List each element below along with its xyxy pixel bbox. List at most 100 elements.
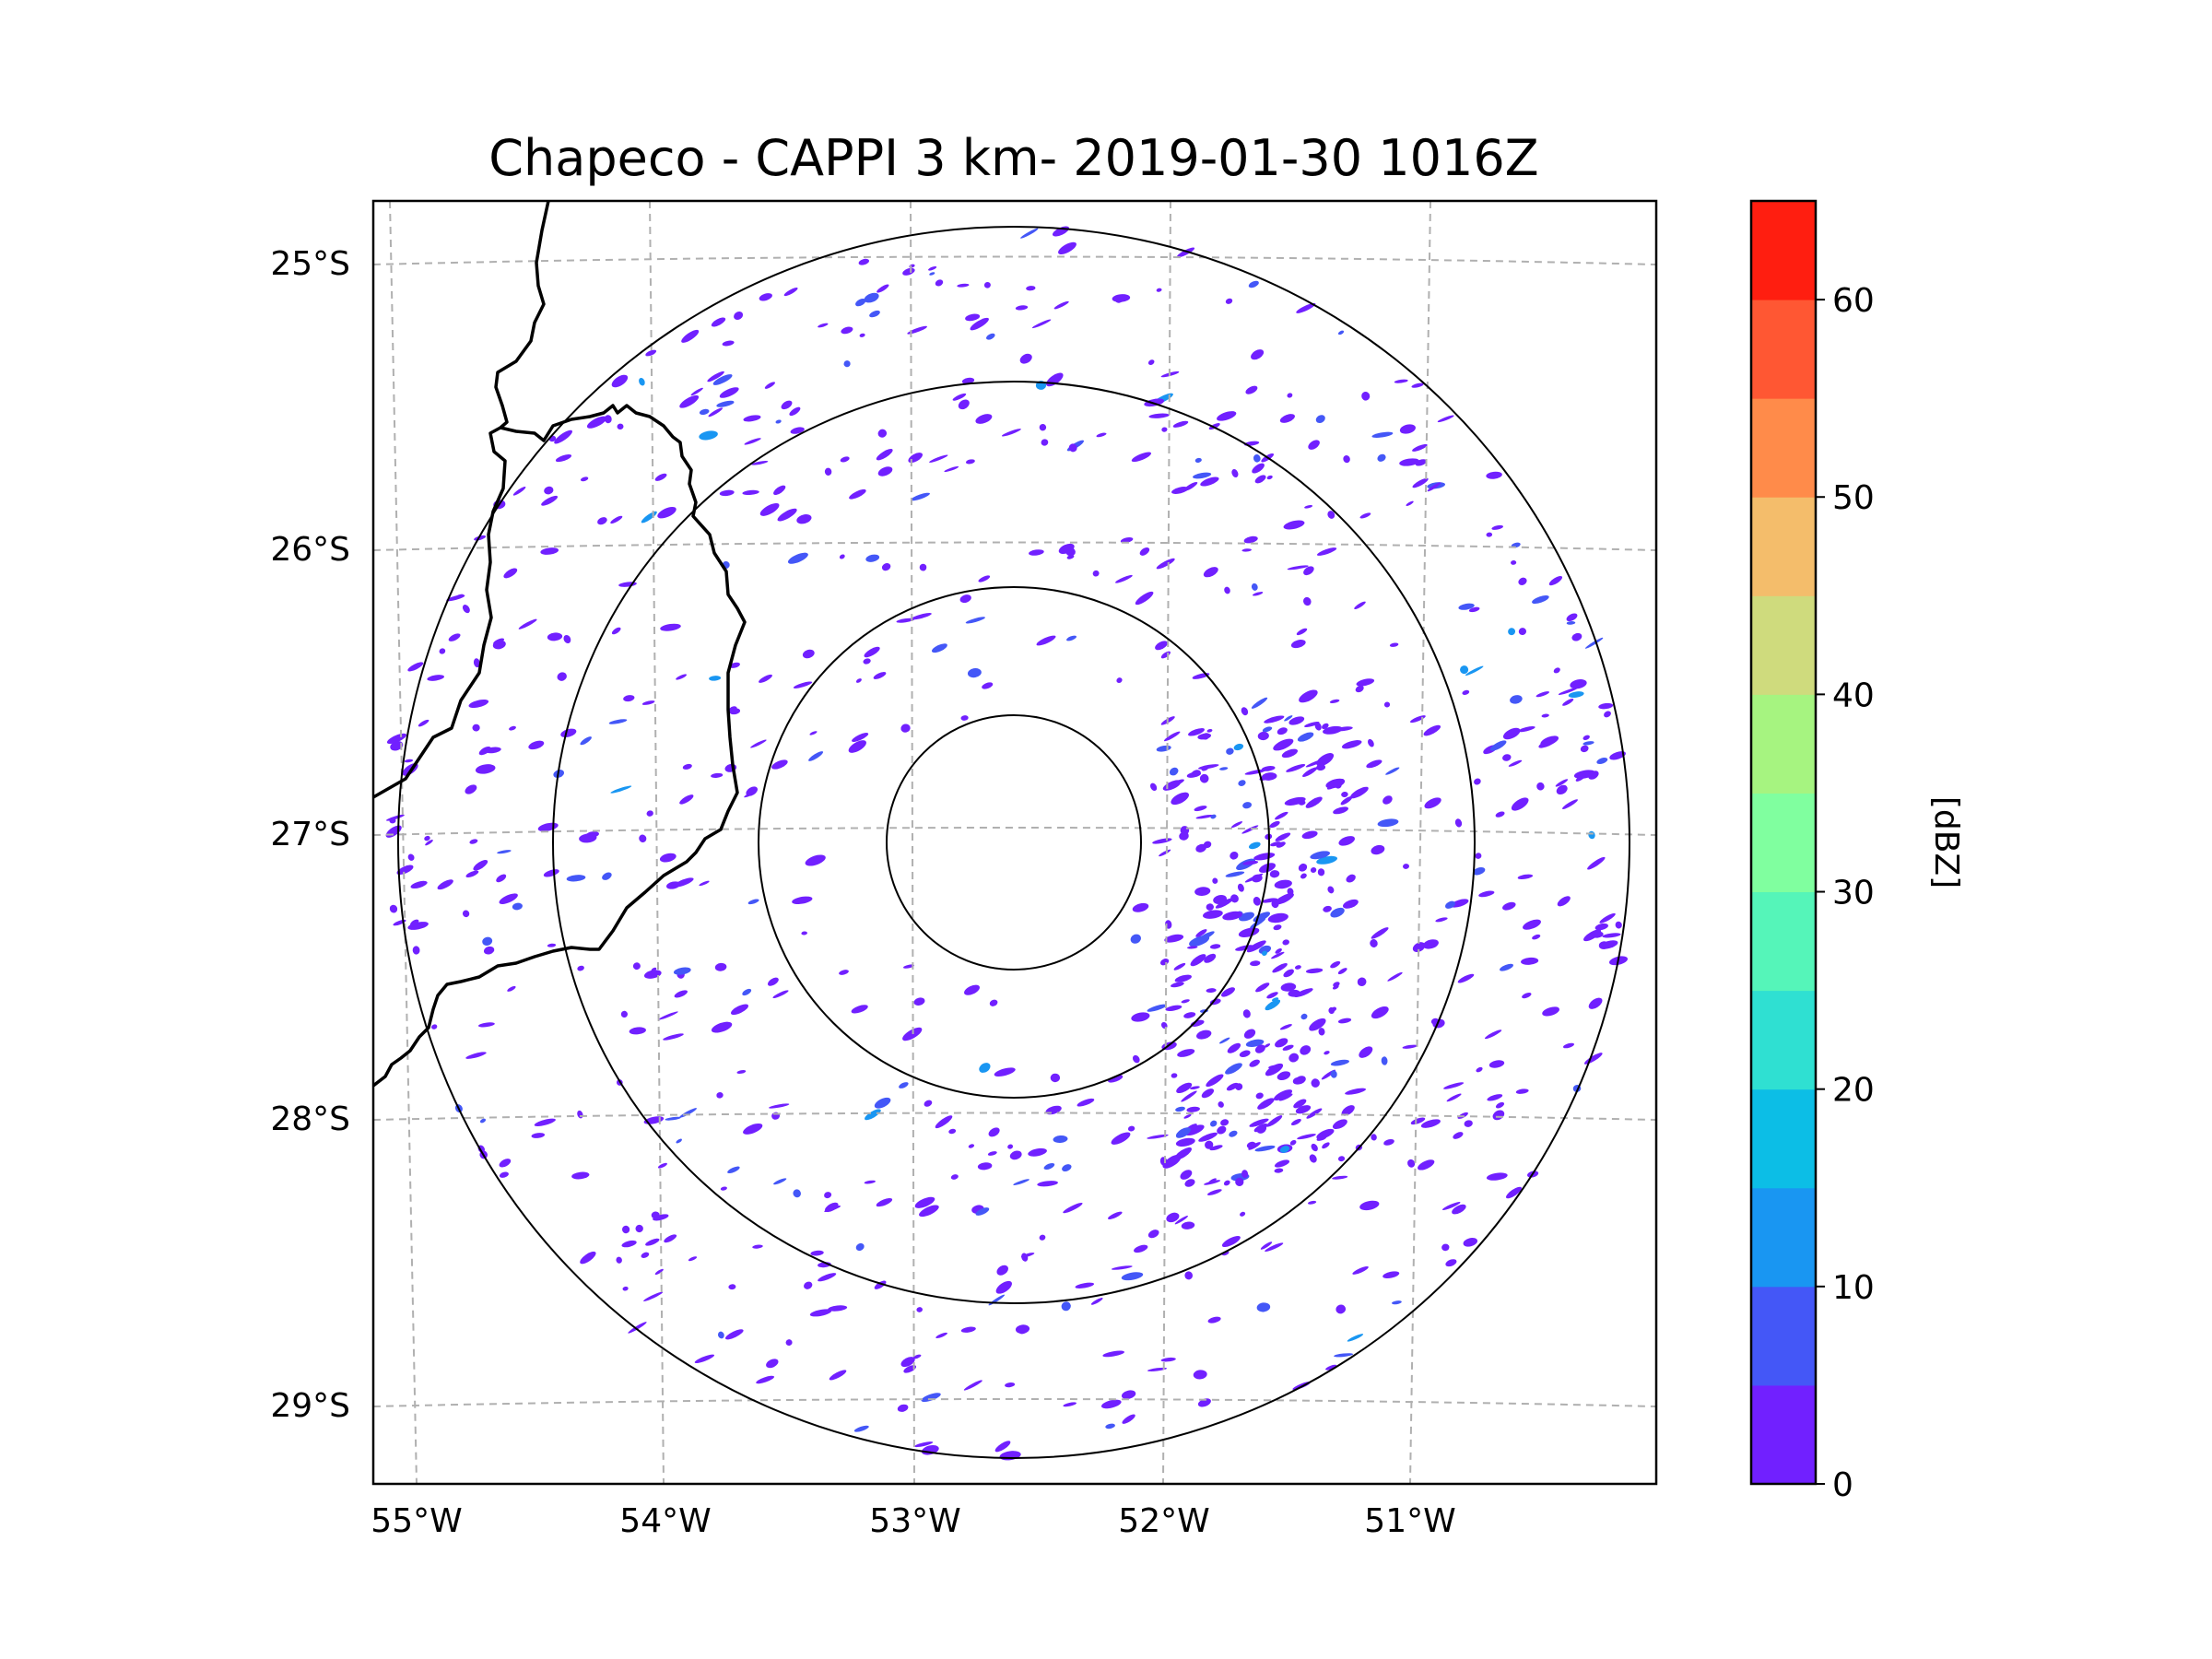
echo-blob: [425, 840, 433, 846]
echo-blob: [839, 970, 849, 975]
colorbar-tick-label: 50: [1832, 479, 1875, 517]
echo-blob: [404, 759, 414, 763]
echo-blob: [1368, 738, 1374, 747]
echo-blob: [1265, 1242, 1284, 1253]
echo-blob: [1274, 1168, 1284, 1173]
colorbar-tick-label: 30: [1832, 875, 1875, 912]
echo-blob: [1156, 288, 1162, 292]
echo-blob: [1257, 1098, 1275, 1110]
echo-blob: [824, 1192, 832, 1199]
echo-blob: [1264, 1043, 1271, 1048]
echo-blob: [1346, 874, 1356, 883]
echo-blob: [1391, 1300, 1402, 1305]
border-paraguay-argentina: [373, 201, 550, 799]
echo-blob: [1026, 286, 1036, 291]
echo-blob: [719, 387, 739, 398]
echo-blob: [1337, 1156, 1346, 1162]
echo-blob: [1453, 1132, 1464, 1139]
echo-blob: [1131, 1012, 1150, 1022]
echo-blob: [968, 1144, 975, 1148]
echo-blob: [1454, 818, 1463, 828]
echo-blob: [876, 449, 893, 461]
echo-blob: [1120, 536, 1134, 544]
echo-blob: [1280, 982, 1297, 992]
echo-blob: [497, 850, 512, 854]
echo-blob: [597, 517, 607, 525]
echo-blob: [1075, 1282, 1095, 1288]
echo-blob: [1310, 851, 1331, 860]
echo-blob: [674, 877, 694, 888]
echo-blob: [468, 699, 489, 709]
echo-blob: [1337, 1018, 1352, 1024]
echo-blob: [873, 672, 887, 679]
echo-blob: [699, 880, 710, 887]
echo-blob: [1203, 841, 1212, 849]
echo-blob: [1250, 918, 1266, 929]
echo-blob: [1181, 1090, 1197, 1102]
echo-blob: [1399, 424, 1416, 434]
echo-blob: [720, 1186, 727, 1191]
echo-blob: [1250, 960, 1261, 967]
colorbar-swatch: [1751, 1187, 1816, 1288]
echo-blob: [1161, 427, 1168, 432]
echo-blob: [1206, 903, 1214, 911]
echo-blob: [1251, 349, 1265, 360]
echo-blob: [1235, 945, 1254, 951]
echo-blob: [1445, 900, 1455, 909]
echo-blob: [1338, 836, 1355, 846]
echo-blob: [1371, 431, 1394, 438]
echo-blob: [1371, 1134, 1377, 1141]
echo-blob: [1399, 458, 1420, 466]
echo-blob: [977, 1162, 993, 1171]
echo-blob: [851, 1005, 868, 1014]
echo-blob: [1275, 948, 1282, 954]
echo-blob: [1330, 1059, 1349, 1066]
echo-blob: [1337, 968, 1347, 975]
echo-blob: [1382, 795, 1393, 805]
echo-blob: [1335, 726, 1353, 732]
echo-blob: [1163, 731, 1181, 742]
echo-blob: [722, 340, 735, 347]
echo-blob: [1194, 806, 1207, 812]
echo-blob: [1460, 665, 1469, 675]
echo-blob: [1065, 635, 1077, 641]
echo-blob: [771, 759, 788, 770]
echo-blob: [1468, 606, 1480, 613]
echo-blob: [1241, 1170, 1249, 1179]
echo-blob: [1441, 1202, 1461, 1210]
echo-blob: [1174, 974, 1192, 982]
echo-blob: [849, 488, 866, 500]
echo-blob: [1502, 901, 1516, 911]
echo-blob: [960, 1326, 976, 1333]
echo-blob: [1225, 298, 1233, 304]
echo-blob: [1227, 1042, 1241, 1053]
lon-label-53w: 53°W: [869, 1502, 960, 1540]
echo-blob: [1406, 500, 1414, 506]
echo-blob: [1518, 628, 1526, 636]
colorbar-swatch: [1751, 891, 1816, 992]
echo-blob: [1171, 1073, 1178, 1078]
echo-blob: [865, 554, 880, 562]
echo-blob: [1210, 814, 1217, 819]
echo-blob: [1221, 1235, 1241, 1248]
echo-blob: [658, 1011, 678, 1020]
echo-blob: [679, 394, 700, 408]
echo-blob: [541, 495, 559, 506]
echo-blob: [802, 649, 815, 659]
echo-blob: [1361, 392, 1371, 401]
echo-blob: [1226, 1082, 1239, 1091]
echo-blob: [1191, 770, 1201, 777]
echo-blob: [1371, 1006, 1389, 1019]
echo-blob: [646, 810, 653, 817]
echo-blob: [707, 371, 724, 382]
colorbar-swatch: [1751, 1088, 1816, 1189]
echo-blob: [1297, 1134, 1316, 1140]
echo-blob: [1037, 1181, 1058, 1187]
echo-blob: [863, 658, 871, 665]
echo-blob: [1196, 1030, 1212, 1040]
range-rings: [397, 226, 1630, 1459]
echo-blob: [1290, 1118, 1301, 1126]
echo-blob: [623, 695, 635, 702]
echo-blob: [1377, 453, 1386, 462]
echo-blob: [1184, 1179, 1195, 1187]
